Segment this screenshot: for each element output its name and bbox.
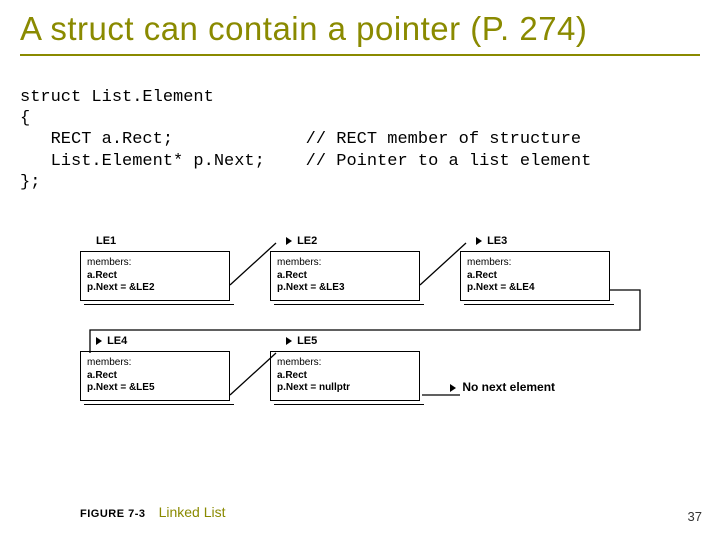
member-line: p.Next = &LE5 xyxy=(87,382,223,394)
diagram-row-2: LE4 members: a.Rect p.Next = &LE5 LE5 me… xyxy=(80,335,660,405)
diagram-row-1: LE1 members: a.Rect p.Next = &LE2 LE2 me… xyxy=(80,235,660,305)
member-line: p.Next = &LE3 xyxy=(277,282,413,294)
node-label: LE1 xyxy=(96,235,230,247)
member-line: a.Rect xyxy=(467,270,603,282)
node-le5: LE5 members: a.Rect p.Next = nullptr xyxy=(270,335,420,405)
slide-title: A struct can contain a pointer (P. 274) xyxy=(0,0,720,52)
shadow-line xyxy=(84,404,234,405)
shadow-line xyxy=(84,304,234,305)
node-label: LE5 xyxy=(286,335,420,347)
members-label: members: xyxy=(277,357,413,368)
members-label: members: xyxy=(467,257,603,268)
shadow-line xyxy=(464,304,614,305)
figure-caption: FIGURE 7-3 Linked List xyxy=(80,504,226,520)
arrow-icon xyxy=(96,337,102,345)
node-label: LE4 xyxy=(96,335,230,347)
members-label: members: xyxy=(87,357,223,368)
members-label: members: xyxy=(277,257,413,268)
node-box: members: a.Rect p.Next = &LE3 xyxy=(270,251,420,301)
node-box: members: a.Rect p.Next = &LE5 xyxy=(80,351,230,401)
node-box: members: a.Rect p.Next = &LE4 xyxy=(460,251,610,301)
node-le3: LE3 members: a.Rect p.Next = &LE4 xyxy=(460,235,610,305)
code-block: struct List.Element { RECT a.Rect; // RE… xyxy=(0,73,720,199)
shadow-line xyxy=(274,304,424,305)
node-le1: LE1 members: a.Rect p.Next = &LE2 xyxy=(80,235,230,305)
arrow-icon xyxy=(286,237,292,245)
member-line: a.Rect xyxy=(277,370,413,382)
figure-number: FIGURE 7-3 xyxy=(80,508,146,520)
member-line: p.Next = &LE4 xyxy=(467,282,603,294)
node-le2: LE2 members: a.Rect p.Next = &LE3 xyxy=(270,235,420,305)
member-line: a.Rect xyxy=(87,370,223,382)
no-next-label: No next element xyxy=(450,380,555,394)
arrow-icon xyxy=(286,337,292,345)
node-label: LE3 xyxy=(476,235,610,247)
node-box: members: a.Rect p.Next = nullptr xyxy=(270,351,420,401)
member-line: a.Rect xyxy=(87,270,223,282)
arrow-icon xyxy=(450,384,456,392)
member-line: a.Rect xyxy=(277,270,413,282)
page-number: 37 xyxy=(688,509,702,524)
linked-list-diagram: LE1 members: a.Rect p.Next = &LE2 LE2 me… xyxy=(80,235,660,423)
arrow-icon xyxy=(476,237,482,245)
node-label: LE2 xyxy=(286,235,420,247)
shadow-line xyxy=(274,404,424,405)
node-le4: LE4 members: a.Rect p.Next = &LE5 xyxy=(80,335,230,405)
member-line: p.Next = &LE2 xyxy=(87,282,223,294)
member-line: p.Next = nullptr xyxy=(277,382,413,394)
node-box: members: a.Rect p.Next = &LE2 xyxy=(80,251,230,301)
members-label: members: xyxy=(87,257,223,268)
figure-text: Linked List xyxy=(159,504,226,520)
title-underline xyxy=(20,54,700,56)
